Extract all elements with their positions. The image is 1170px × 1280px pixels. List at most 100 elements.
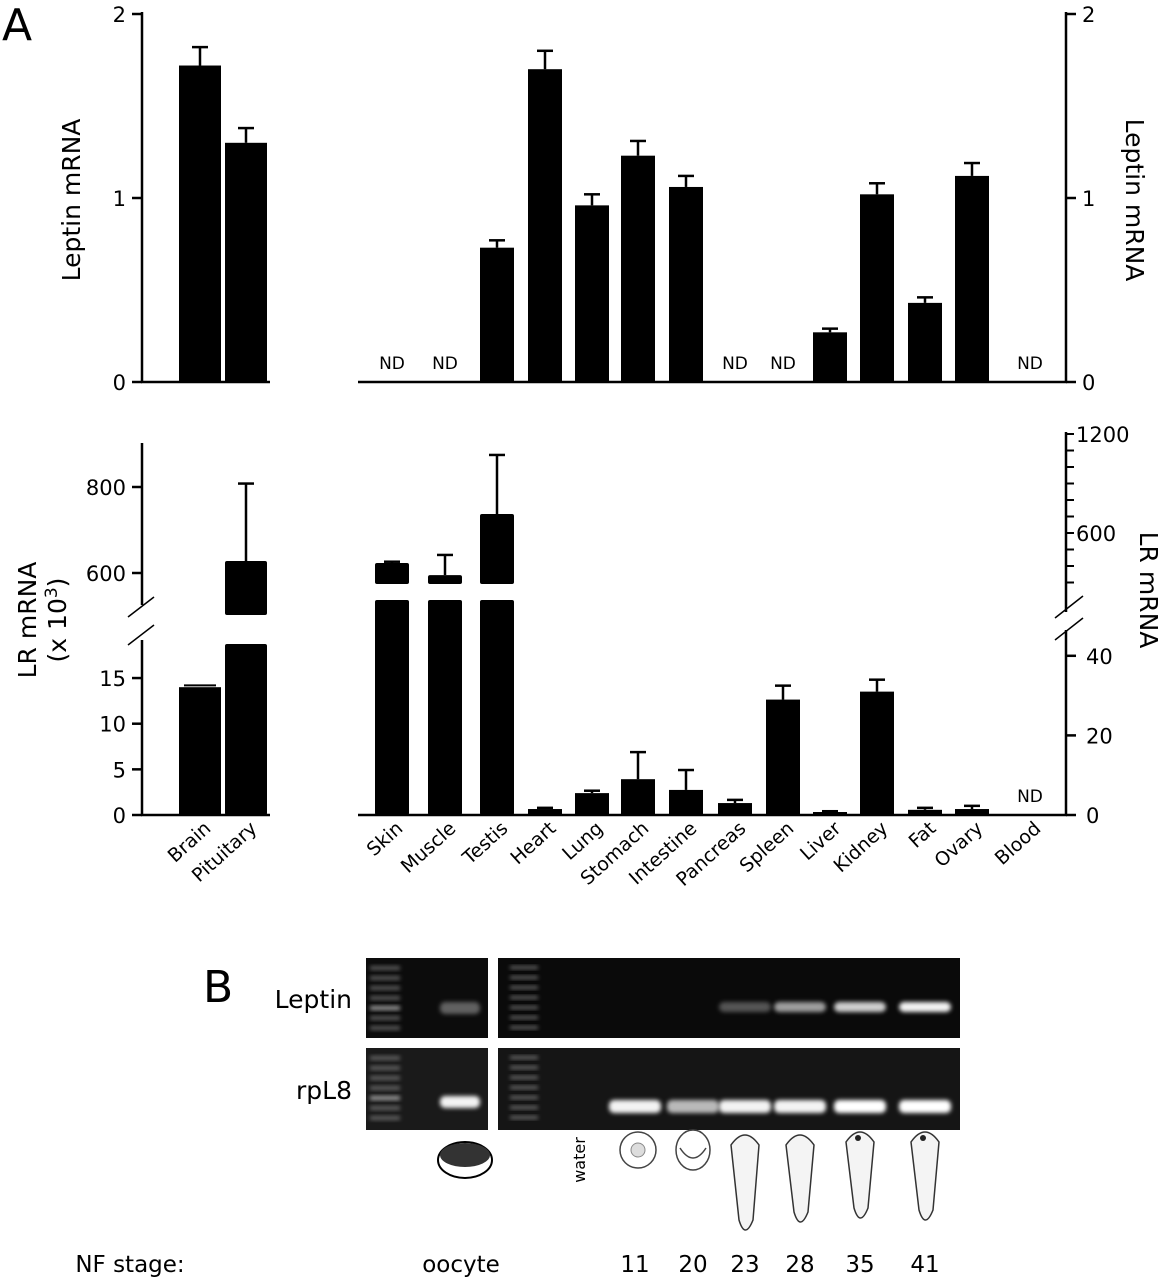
ladder-band [510, 976, 538, 979]
bar-lung [575, 793, 609, 815]
bar-fat [908, 809, 942, 815]
ladder-band [510, 1096, 538, 1099]
band-stage-41 [899, 1100, 951, 1113]
axis-break-mark [1054, 595, 1084, 619]
bar-brain [179, 687, 221, 815]
category-label: Fat [905, 817, 941, 852]
bar-ovary [955, 175, 989, 382]
ladder-band [510, 1106, 538, 1109]
category-label: Skin [363, 817, 408, 860]
embryo-eye [855, 1135, 861, 1141]
embryo-stage-20-fold [679, 1147, 707, 1159]
ladder-band [370, 996, 400, 1000]
bar-testis-lower [480, 600, 514, 815]
oocyte-label: oocyte [422, 1252, 500, 1278]
band-oocyte [440, 1096, 480, 1108]
ladder-band [510, 986, 538, 989]
embryo-stage-11-blastopore [630, 1142, 646, 1158]
ladder-band [370, 1106, 400, 1110]
y-tick-label: 15 [99, 667, 126, 691]
gel-row-label: Leptin [275, 985, 352, 1014]
y-tick-label: 0 [1086, 804, 1099, 828]
ladder-band [510, 1116, 538, 1119]
gel-right-1 [498, 1048, 960, 1130]
ladder-band [370, 986, 400, 990]
y-tick-label: 40 [1086, 645, 1113, 669]
stage-label: 41 [910, 1252, 939, 1278]
bar-brain [179, 65, 221, 383]
stage-label: 28 [785, 1252, 814, 1278]
ladder-band [510, 1086, 538, 1089]
bar-liver [813, 332, 847, 382]
ladder-band [370, 1096, 400, 1100]
ladder-band [510, 1066, 538, 1069]
band-stage-41 [899, 1002, 951, 1012]
band-stage-35 [834, 1002, 886, 1012]
ladder-band [370, 1006, 400, 1010]
band-oocyte [440, 1002, 480, 1014]
nd-label: ND [1017, 354, 1043, 374]
ladder-band [510, 1016, 538, 1019]
stage-label: 23 [730, 1252, 759, 1278]
band-stage-28 [774, 1100, 826, 1113]
ladder-band [370, 1116, 400, 1120]
bar-skin-upper [375, 563, 409, 584]
nd-label: ND [379, 354, 405, 374]
axis-break-mark [127, 596, 155, 618]
stage-label: 11 [620, 1252, 649, 1278]
ladder-band [370, 1076, 400, 1080]
ladder-band [370, 1026, 400, 1030]
ladder-band [370, 1066, 400, 1070]
bar-lung [575, 205, 609, 382]
category-label: Blood [991, 817, 1046, 869]
nd-label: ND [432, 354, 458, 374]
bar-kidney [860, 194, 894, 382]
ladder-band [510, 966, 538, 969]
ladder-band [370, 1086, 400, 1090]
ladder-band [370, 976, 400, 980]
band-stage-28 [774, 1002, 826, 1012]
oocyte-icon-pole [440, 1143, 490, 1167]
embryo-eye [920, 1135, 926, 1141]
bar-pituitary [225, 142, 267, 382]
y-tick-label: 1 [1082, 187, 1095, 211]
bottom-left-ylabel-unit: (x 103) [42, 578, 72, 663]
bar-skin-lower [375, 600, 409, 815]
bar-pancreas [718, 803, 752, 815]
bar-pituitary-lower [225, 644, 267, 815]
ladder-band [370, 1056, 400, 1060]
band-stage-23 [719, 1002, 771, 1012]
bar-stomach [621, 155, 655, 382]
y-tick-label: 0 [1082, 371, 1095, 395]
category-label: Spleen [735, 817, 798, 877]
y-tick-label: 0 [113, 804, 126, 828]
y-tick-label: 1 [113, 187, 126, 211]
stage-label: 35 [845, 1252, 874, 1278]
gel-row-label: rpL8 [296, 1076, 352, 1105]
ladder-band [510, 1006, 538, 1009]
y-tick-label: 5 [113, 758, 126, 782]
top-left-ylabel: Leptin mRNA [57, 119, 86, 282]
bar-fat [908, 302, 942, 382]
bar-muscle-lower [428, 600, 462, 815]
category-label: Kidney [829, 817, 892, 877]
category-label: Muscle [397, 817, 461, 877]
bar-heart [528, 69, 562, 382]
embryo-stage-20-icon [675, 1129, 711, 1171]
nd-label: ND [722, 354, 748, 374]
band-stage-35 [834, 1100, 886, 1113]
category-label: Testis [458, 817, 513, 869]
bar-intestine [669, 186, 703, 382]
bar-liver [813, 812, 847, 815]
y-tick-label: 1200 [1076, 423, 1129, 447]
bar-intestine [669, 789, 703, 815]
bar-pituitary-upper [225, 560, 267, 615]
bottom-left-ylabel: LR mRNA [13, 562, 42, 679]
embryo-stage-41-icon [910, 1131, 940, 1221]
y-tick-label: 2 [1082, 3, 1095, 27]
axis-break-mark [127, 624, 155, 646]
nd-label: ND [770, 354, 796, 374]
bar-muscle-upper [428, 575, 462, 584]
ladder-band [510, 1056, 538, 1059]
bar-heart [528, 809, 562, 815]
